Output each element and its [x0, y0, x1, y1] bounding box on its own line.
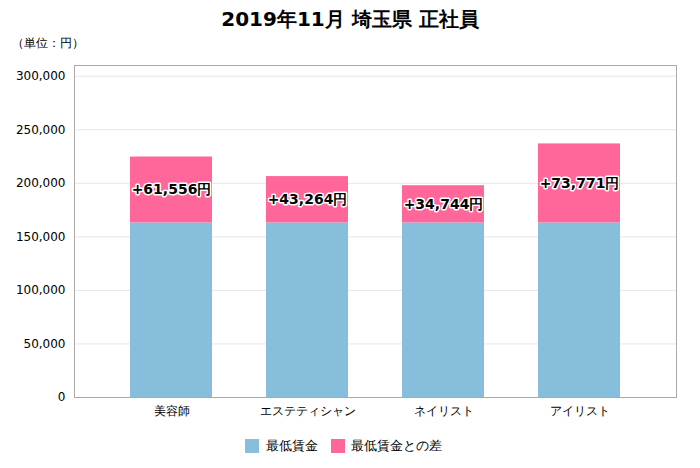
svg-text:250,000: 250,000 — [16, 123, 66, 137]
svg-text:ネイリスト: ネイリスト — [414, 404, 474, 418]
svg-text:100,000: 100,000 — [16, 283, 66, 297]
svg-text:アイリスト: アイリスト — [550, 404, 610, 418]
svg-text:200,000: 200,000 — [16, 176, 66, 190]
svg-text:50,000: 50,000 — [24, 337, 66, 351]
html-text:最低賃金: 最低賃金 — [265, 437, 318, 453]
svg-text:エステティシャン: エステティシャン — [260, 404, 356, 418]
svg-text:美容師: 美容師 — [154, 404, 190, 418]
html-text:最低賃金との差: 最低賃金との差 — [351, 437, 442, 453]
svg-text:+73,771円: +73,771円 — [540, 175, 620, 191]
svg-text:（単位：円）: （単位：円） — [12, 36, 84, 50]
svg-text:+34,744円: +34,744円 — [404, 196, 484, 212]
svg-text:150,000: 150,000 — [16, 230, 66, 244]
svg-text:0: 0 — [58, 390, 66, 404]
svg-text:+43,264円: +43,264円 — [268, 191, 348, 207]
html-text:2019年11月 埼玉県 正社員: 2019年11月 埼玉県 正社員 — [221, 7, 479, 31]
svg-text:300,000: 300,000 — [16, 69, 66, 83]
svg-text:+61,556円: +61,556円 — [132, 181, 212, 197]
